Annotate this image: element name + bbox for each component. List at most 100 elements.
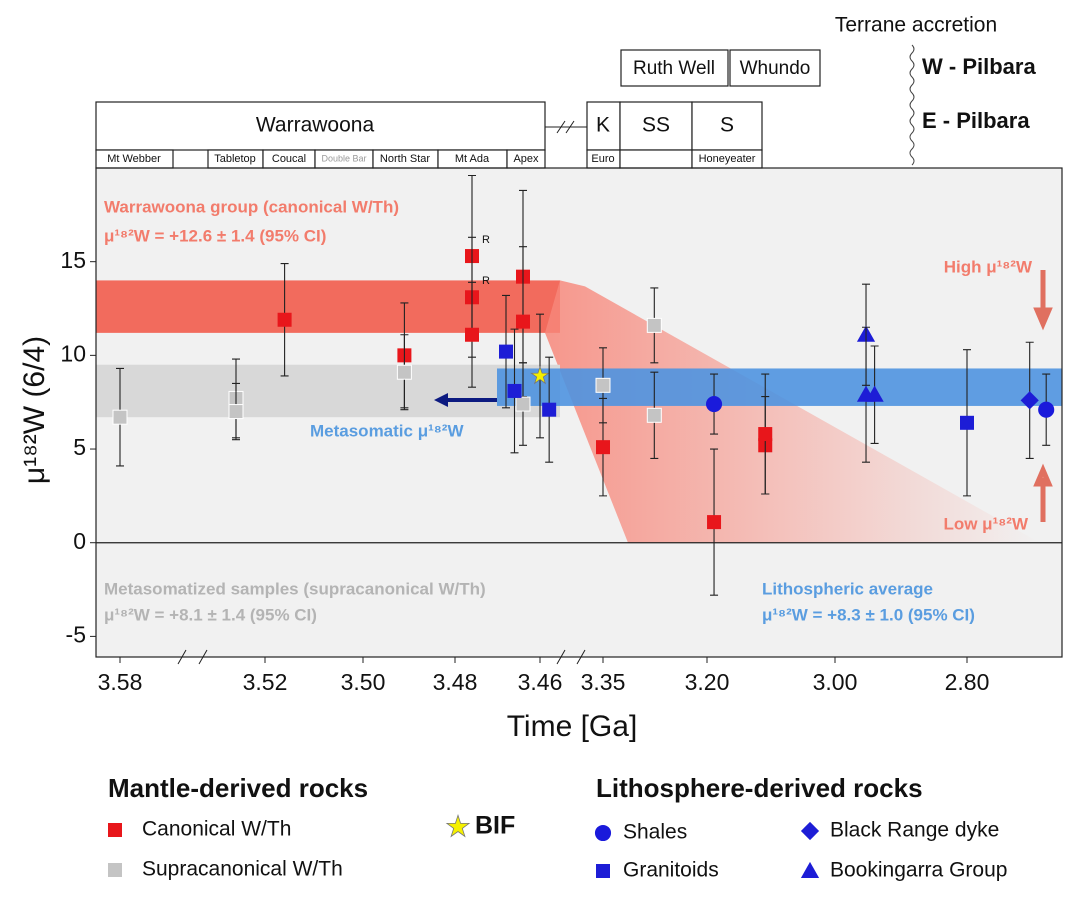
accretion-line — [909, 44, 915, 166]
formation-box — [619, 149, 693, 169]
annotation: R — [482, 275, 490, 287]
terrane-label: Terrane accretion — [835, 14, 997, 37]
legend-title: Mantle-derived rocks — [108, 773, 368, 803]
legend-label: Granitoids — [623, 859, 719, 882]
marker — [758, 427, 773, 442]
annotation: μ¹⁸²W = +8.3 ± 1.0 (95% CI) — [762, 605, 975, 624]
annotation: Lithospheric average — [762, 579, 933, 598]
x-axis-label: Time [Ga] — [507, 710, 638, 743]
legend-marker — [596, 864, 610, 878]
terrane-label: W - Pilbara — [922, 54, 1036, 79]
formation-label: Mt Ada — [455, 153, 490, 165]
legend-label: Canonical W/Th — [142, 818, 291, 841]
x-tick-label: 3.50 — [341, 669, 386, 695]
annotation: High μ¹⁸²W — [944, 257, 1033, 276]
marker — [499, 344, 513, 359]
x-tick-label: 2.80 — [945, 669, 990, 695]
annotation: Metasomatic μ¹⁸²W — [310, 421, 464, 440]
group-label: Whundo — [740, 58, 811, 79]
y-tick-label: 15 — [60, 247, 86, 273]
legend-marker — [108, 823, 122, 837]
arrow — [1033, 270, 1053, 331]
terrane-label: E - Pilbara — [922, 108, 1030, 133]
x-tick-label: 3.48 — [433, 669, 478, 695]
annotation: μ¹⁸²W = +8.1 ± 1.4 (95% CI) — [104, 605, 317, 624]
legend-label: Bookingarra Group — [830, 859, 1007, 882]
x-tick-label: 3.00 — [813, 669, 858, 695]
y-tick-label: 0 — [73, 528, 86, 554]
legend-marker — [800, 821, 820, 841]
formation-label: Honeyeater — [699, 153, 756, 165]
formation-label: Apex — [513, 153, 539, 165]
x-tick-label: 3.52 — [243, 669, 288, 695]
group-label: K — [596, 114, 610, 137]
formation-label: Coucal — [272, 153, 306, 165]
group-label: Warrawoona — [256, 114, 375, 137]
ci-band — [96, 364, 560, 418]
header-break — [556, 120, 575, 134]
header-box — [620, 49, 729, 87]
y-tick-label: -5 — [66, 621, 86, 647]
marker — [516, 314, 530, 329]
header-box — [729, 49, 821, 87]
annotation: R — [482, 234, 490, 246]
annotation: Warrawoona group (canonical W/Th) — [104, 197, 399, 216]
x-tick-label: 3.46 — [518, 669, 563, 695]
header-box — [95, 101, 546, 151]
marker — [228, 404, 244, 420]
marker — [596, 440, 610, 455]
legend-label: Supracanonical W/Th — [142, 858, 343, 881]
marker — [1020, 391, 1039, 410]
legend-label: Shales — [623, 821, 687, 844]
evolution-fan — [545, 280, 1040, 543]
plot-frame — [95, 167, 1063, 658]
marker — [515, 396, 531, 412]
arrow — [434, 393, 448, 407]
legend-label: Black Range dyke — [830, 819, 999, 842]
marker — [542, 402, 557, 417]
marker — [507, 383, 522, 398]
formation-label: Mt Webber — [107, 153, 161, 165]
marker — [705, 396, 723, 413]
formation-label: Tabletop — [214, 153, 256, 165]
annotation: Low μ¹⁸²W — [943, 514, 1028, 533]
ci-band — [497, 368, 1062, 406]
legend-marker — [445, 813, 471, 838]
formation-label: Double Bar — [321, 153, 366, 163]
marker — [865, 385, 884, 402]
group-label: Ruth Well — [633, 58, 715, 79]
formation-label: Euro — [591, 153, 614, 165]
marker — [112, 409, 128, 425]
x-tick-label: 3.58 — [98, 669, 143, 695]
marker — [707, 515, 722, 530]
marker — [646, 317, 662, 333]
x-tick-label: 3.35 — [581, 669, 626, 695]
y-tick-label: 10 — [60, 340, 86, 366]
marker — [1038, 401, 1055, 418]
marker — [960, 415, 974, 430]
legend-marker — [800, 861, 820, 878]
marker — [396, 364, 412, 380]
annotation: Metasomatized samples (supracanonical W/… — [104, 579, 486, 598]
ci-band — [96, 280, 560, 333]
legend-title: Lithosphere-derived rocks — [596, 773, 923, 803]
y-axis-label: μ¹⁸²W (6/4) — [18, 336, 51, 484]
header: Warrawoona K SS S Ruth Well Whundo Mt We… — [95, 14, 1036, 169]
formation-label: North Star — [380, 153, 430, 165]
group-label: SS — [642, 114, 670, 137]
marker — [595, 377, 611, 393]
annotation: μ¹⁸²W = +12.6 ± 1.4 (95% CI) — [104, 226, 326, 245]
y-tick-label: 5 — [73, 434, 86, 460]
legend-marker — [594, 824, 612, 842]
marker — [277, 312, 292, 327]
arrow — [1033, 463, 1053, 522]
x-tick-label: 3.20 — [685, 669, 730, 695]
legend-marker — [108, 863, 122, 877]
marker — [465, 327, 479, 342]
group-label: S — [720, 114, 734, 137]
legend-label: BIF — [475, 812, 515, 840]
marker — [530, 365, 550, 385]
marker — [646, 407, 662, 423]
axis-break — [177, 649, 586, 665]
